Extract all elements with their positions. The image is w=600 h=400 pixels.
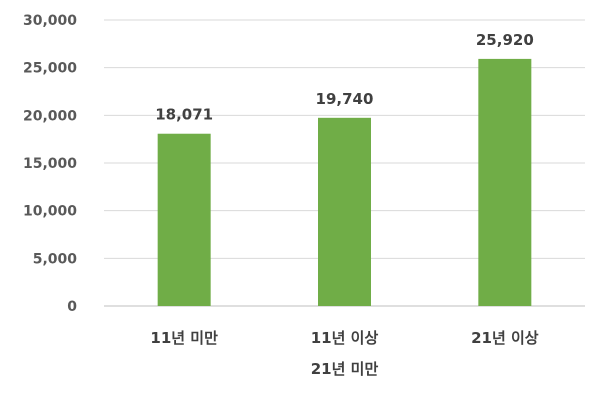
category-label: 21년 미만 (311, 360, 379, 378)
y-tick-label: 0 (67, 299, 77, 315)
y-tick-label: 25,000 (23, 61, 77, 77)
bar (318, 117, 371, 306)
data-label: 18,071 (155, 106, 213, 124)
bar (478, 58, 532, 307)
bars (157, 58, 532, 307)
y-axis-tick-labels: 0 5,000 10,000 15,000 20,000 25,000 30,000 (23, 13, 77, 315)
y-tick-label: 5,000 (33, 251, 78, 267)
y-tick-label: 15,000 (23, 156, 77, 172)
category-label: 21년 이상 (471, 329, 539, 347)
category-label: 11년 이상 (311, 329, 379, 347)
y-tick-label: 30,000 (23, 13, 77, 29)
y-tick-label: 20,000 (23, 108, 77, 124)
y-tick-label: 10,000 (23, 204, 77, 220)
x-axis-category-labels: 11년 미만 11년 이상 21년 미만 21년 이상 (150, 329, 538, 378)
category-label: 11년 미만 (150, 329, 218, 347)
data-labels: 18,071 19,740 25,920 (155, 31, 534, 124)
bar (157, 133, 211, 306)
data-label: 25,920 (476, 31, 534, 49)
data-label: 19,740 (316, 90, 374, 108)
